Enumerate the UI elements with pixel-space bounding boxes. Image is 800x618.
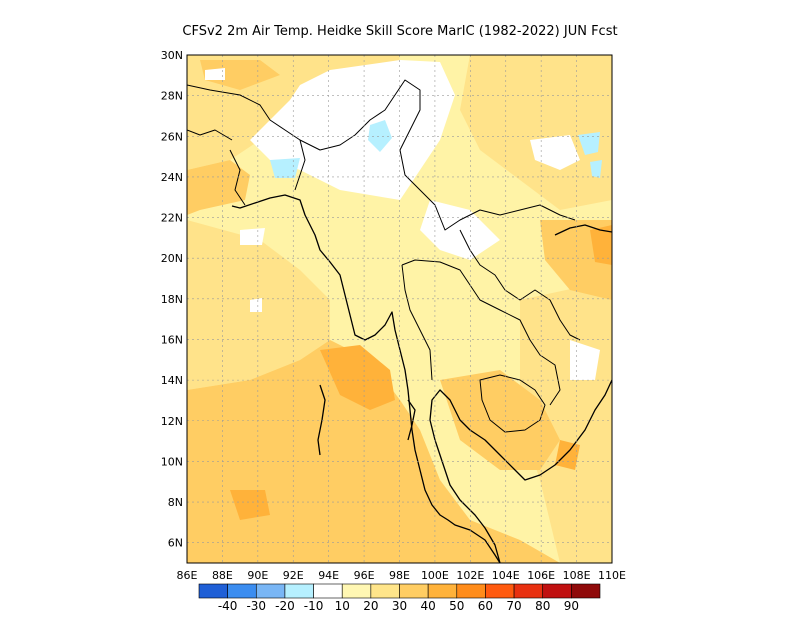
longitude-tick-label: 106E <box>527 569 555 582</box>
longitude-tick-label: 98E <box>389 569 410 582</box>
longitude-tick-label: 86E <box>177 569 198 582</box>
colorbar-label: -10 <box>304 599 324 613</box>
colorbar-label: 20 <box>363 599 378 613</box>
latitude-tick-label: 26N <box>161 130 183 143</box>
colorbar-swatch <box>571 583 601 599</box>
colorbar-swatch <box>255 583 286 599</box>
latitude-tick-label: 30N <box>161 49 183 62</box>
colorbar <box>198 583 601 599</box>
colorbar-label: 50 <box>449 599 464 613</box>
colorbar-swatch <box>399 583 429 599</box>
longitude-tick-label: 104E <box>492 569 520 582</box>
latitude-tick-label: 16N <box>161 333 183 346</box>
colorbar-label: -30 <box>246 599 266 613</box>
longitude-tick-label: 100E <box>421 569 449 582</box>
colorbar-label: 70 <box>506 599 521 613</box>
colorbar-swatch <box>456 583 486 599</box>
longitude-axis: 86E 88E 90E 92E 94E 96E 98E 100E 102E 104E 106E 108… <box>177 569 626 582</box>
latitude-tick-label: 22N <box>161 212 183 225</box>
colorbar-swatch <box>227 583 257 599</box>
latitude-tick-label: 12N <box>161 415 183 428</box>
colorbar-label: -20 <box>275 599 295 613</box>
latitude-tick-label: 20N <box>161 252 183 265</box>
colorbar-label: 80 <box>535 599 550 613</box>
colorbar-swatch <box>485 583 515 599</box>
colorbar-labels: -40 -30 -20 -10 10 20 30 40 50 60 70 80 90 <box>218 599 579 613</box>
longitude-tick-label: 110E <box>598 569 626 582</box>
colorbar-label: 90 <box>564 599 579 613</box>
colorbar-swatch <box>284 583 314 599</box>
latitude-tick-label: 14N <box>161 374 183 387</box>
colorbar-swatch <box>542 583 572 599</box>
colorbar-label: 30 <box>392 599 407 613</box>
longitude-tick-label: 90E <box>247 569 268 582</box>
latitude-tick-label: 24N <box>161 171 183 184</box>
skill-score-field <box>187 55 612 563</box>
map-title: CFSv2 2m Air Temp. Heidke Skill Score Ma… <box>182 24 617 39</box>
colorbar-label: 40 <box>421 599 436 613</box>
latitude-tick-label: 6N <box>168 537 183 550</box>
longitude-tick-label: 94E <box>318 569 339 582</box>
colorbar-label: 60 <box>478 599 493 613</box>
colorbar-swatch <box>370 583 400 599</box>
longitude-tick-label: 96E <box>354 569 375 582</box>
colorbar-swatch <box>313 583 343 599</box>
colorbar-label: 10 <box>335 599 350 613</box>
coastlines <box>231 194 612 563</box>
latitude-tick-label: 8N <box>168 496 183 509</box>
colorbar-label: -40 <box>218 599 238 613</box>
country-borders <box>187 79 581 433</box>
longitude-tick-label: 88E <box>212 569 233 582</box>
latitude-tick-label: 18N <box>161 293 183 306</box>
colorbar-swatch <box>198 583 228 599</box>
colorbar-swatch <box>513 583 544 599</box>
longitude-tick-label: 102E <box>456 569 484 582</box>
colorbar-swatch <box>341 583 372 599</box>
colorbar-swatch <box>427 583 458 599</box>
latitude-tick-label: 10N <box>161 455 183 468</box>
latitude-tick-label: 28N <box>161 90 183 103</box>
latitude-axis: 6N 8N 10N 12N 14N 16N 18N 20N 22N 24N 26N 28N 30N <box>161 49 183 550</box>
longitude-tick-label: 92E <box>283 569 304 582</box>
map-frame <box>186 54 613 564</box>
longitude-tick-label: 108E <box>563 569 591 582</box>
